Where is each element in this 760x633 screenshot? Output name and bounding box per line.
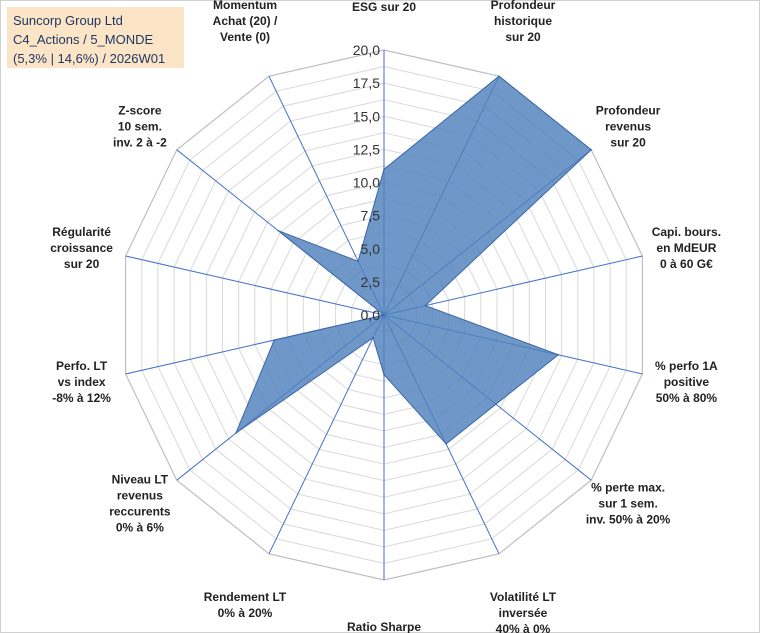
radar-series bbox=[234, 75, 592, 445]
radar-category-labels: NoteESG sur 20 Profondeur historique sur 20… bbox=[50, 0, 721, 633]
category-label-line: Niveau LT bbox=[112, 472, 169, 486]
category-label-line: ESG sur 20 bbox=[352, 0, 416, 14]
category-label-line: Profondeur bbox=[491, 0, 556, 12]
chart-title-box: Suncorp Group Ltd C4_Actions / 5_MONDE (… bbox=[7, 7, 184, 68]
category-label-line: sur 20 bbox=[505, 30, 541, 44]
category-label-line: positive bbox=[664, 375, 710, 389]
category-label-line: Profondeur bbox=[596, 104, 661, 118]
category-label-line: croissance bbox=[50, 241, 113, 255]
category-label-line: revenus bbox=[117, 488, 163, 502]
tick-label: 15,0 bbox=[353, 108, 380, 124]
category-label-line: % perte max. bbox=[591, 480, 665, 494]
category-label: Profondeur historique sur 20 bbox=[491, 0, 556, 44]
category-label-line: revenus bbox=[605, 120, 651, 134]
category-label-line: 0% à 20% bbox=[218, 606, 273, 620]
tick-label: 12,5 bbox=[353, 141, 380, 157]
data-point bbox=[383, 168, 385, 171]
tick-label: 5,0 bbox=[361, 241, 381, 257]
category-label: % perte max. sur 1 sem. inv. 50% à 20% bbox=[586, 480, 671, 526]
data-point bbox=[495, 403, 497, 406]
data-point bbox=[277, 229, 280, 232]
title-stats: (5,3% | 14,6%) / 2026W01 bbox=[13, 51, 166, 66]
category-label-line: Volatilité LT bbox=[490, 590, 557, 604]
data-point bbox=[357, 260, 359, 263]
category-label-line: Rendement LT bbox=[204, 590, 287, 604]
data-point bbox=[235, 432, 237, 434]
tick-label: 7,5 bbox=[361, 208, 381, 224]
tick-label: 2,5 bbox=[361, 274, 381, 290]
data-point bbox=[383, 373, 385, 376]
category-label-line: 40% à 0% bbox=[496, 622, 551, 633]
data-point bbox=[445, 443, 447, 445]
category-label-line: inversée bbox=[499, 606, 548, 620]
series-area bbox=[234, 75, 592, 445]
category-label: NoteESG sur 20 bbox=[352, 0, 416, 14]
category-label-line: inv. 2 à -2 bbox=[113, 136, 167, 150]
category-label-line: 10 sem. bbox=[118, 120, 162, 134]
category-label: Capi. bours. en MdEUR 0 à 60 G€ bbox=[652, 225, 721, 271]
category-label: Volatilité LT inversée 40% à 0% bbox=[490, 590, 557, 633]
category-label-line: historique bbox=[494, 14, 552, 28]
category-label-line: Capi. bours. bbox=[652, 225, 721, 239]
title-category: C4_Actions / 5_MONDE bbox=[13, 32, 154, 47]
category-label: Z-score 10 sem. inv. 2 à -2 bbox=[113, 104, 167, 150]
category-label-line: Ratio Sharpe bbox=[347, 620, 421, 633]
category-label-line: Achat (20) / bbox=[213, 14, 278, 28]
category-label-line: inv. 50% à 20% bbox=[586, 512, 671, 526]
category-label: % perfo 1A positive 50% à 80% bbox=[655, 359, 718, 405]
data-point bbox=[498, 75, 500, 77]
axis-spoke bbox=[383, 255, 643, 316]
data-point bbox=[383, 314, 385, 316]
tick-label: 20,0 bbox=[353, 42, 380, 58]
tick-label: 10,0 bbox=[353, 175, 380, 191]
category-label-line: Perfo. LT bbox=[56, 359, 108, 373]
category-label-line: Z-score bbox=[118, 104, 162, 118]
category-label-line: 0% à 6% bbox=[116, 520, 164, 534]
category-label-line: Momentum bbox=[213, 0, 277, 12]
category-label-line: % perfo 1A bbox=[655, 359, 718, 373]
radar-tick-labels: 0,0 2,5 5,0 7,5 10,0 12,5 15,0 17,5 20,0 bbox=[353, 42, 380, 323]
category-label: Rendement LT 0% à 20% bbox=[204, 590, 287, 620]
category-label-line: Régularité bbox=[52, 225, 111, 239]
data-point bbox=[590, 149, 592, 151]
title-company: Suncorp Group Ltd bbox=[13, 13, 123, 28]
category-label-line: vs index bbox=[58, 375, 106, 389]
data-point bbox=[424, 304, 427, 307]
axis-spoke bbox=[268, 314, 385, 555]
category-label-line: 50% à 80% bbox=[656, 391, 718, 405]
data-point bbox=[273, 339, 276, 341]
category-label-line: 0 à 60 G€ bbox=[660, 257, 713, 271]
category-label: Profondeur revenus sur 20 bbox=[596, 104, 661, 150]
category-label-line: sur 20 bbox=[610, 136, 646, 150]
category-label: Ratio Sharpe0 à 1 bbox=[347, 620, 421, 633]
category-label-line: sur 20 bbox=[64, 257, 100, 271]
axis-spoke bbox=[125, 255, 385, 316]
category-label: Perfo. LT vs index -8% à 12% bbox=[52, 359, 111, 405]
tick-label: 0,0 bbox=[361, 307, 381, 323]
data-point bbox=[372, 336, 374, 339]
category-label-line: sur 1 sem. bbox=[598, 496, 657, 510]
category-label-line: Vente (0) bbox=[220, 30, 270, 44]
category-label-line: en MdEUR bbox=[656, 241, 716, 255]
category-label-line: reccurents bbox=[109, 504, 171, 518]
category-label: Momentum Achat (20) / Vente (0) bbox=[213, 0, 278, 44]
category-label-line: -8% à 12% bbox=[52, 391, 111, 405]
data-point bbox=[557, 354, 560, 356]
category-label: Niveau LT revenus reccurents 0% à 6% bbox=[109, 472, 171, 534]
category-label: Régularité croissance sur 20 bbox=[50, 225, 113, 271]
tick-label: 17,5 bbox=[353, 75, 380, 91]
